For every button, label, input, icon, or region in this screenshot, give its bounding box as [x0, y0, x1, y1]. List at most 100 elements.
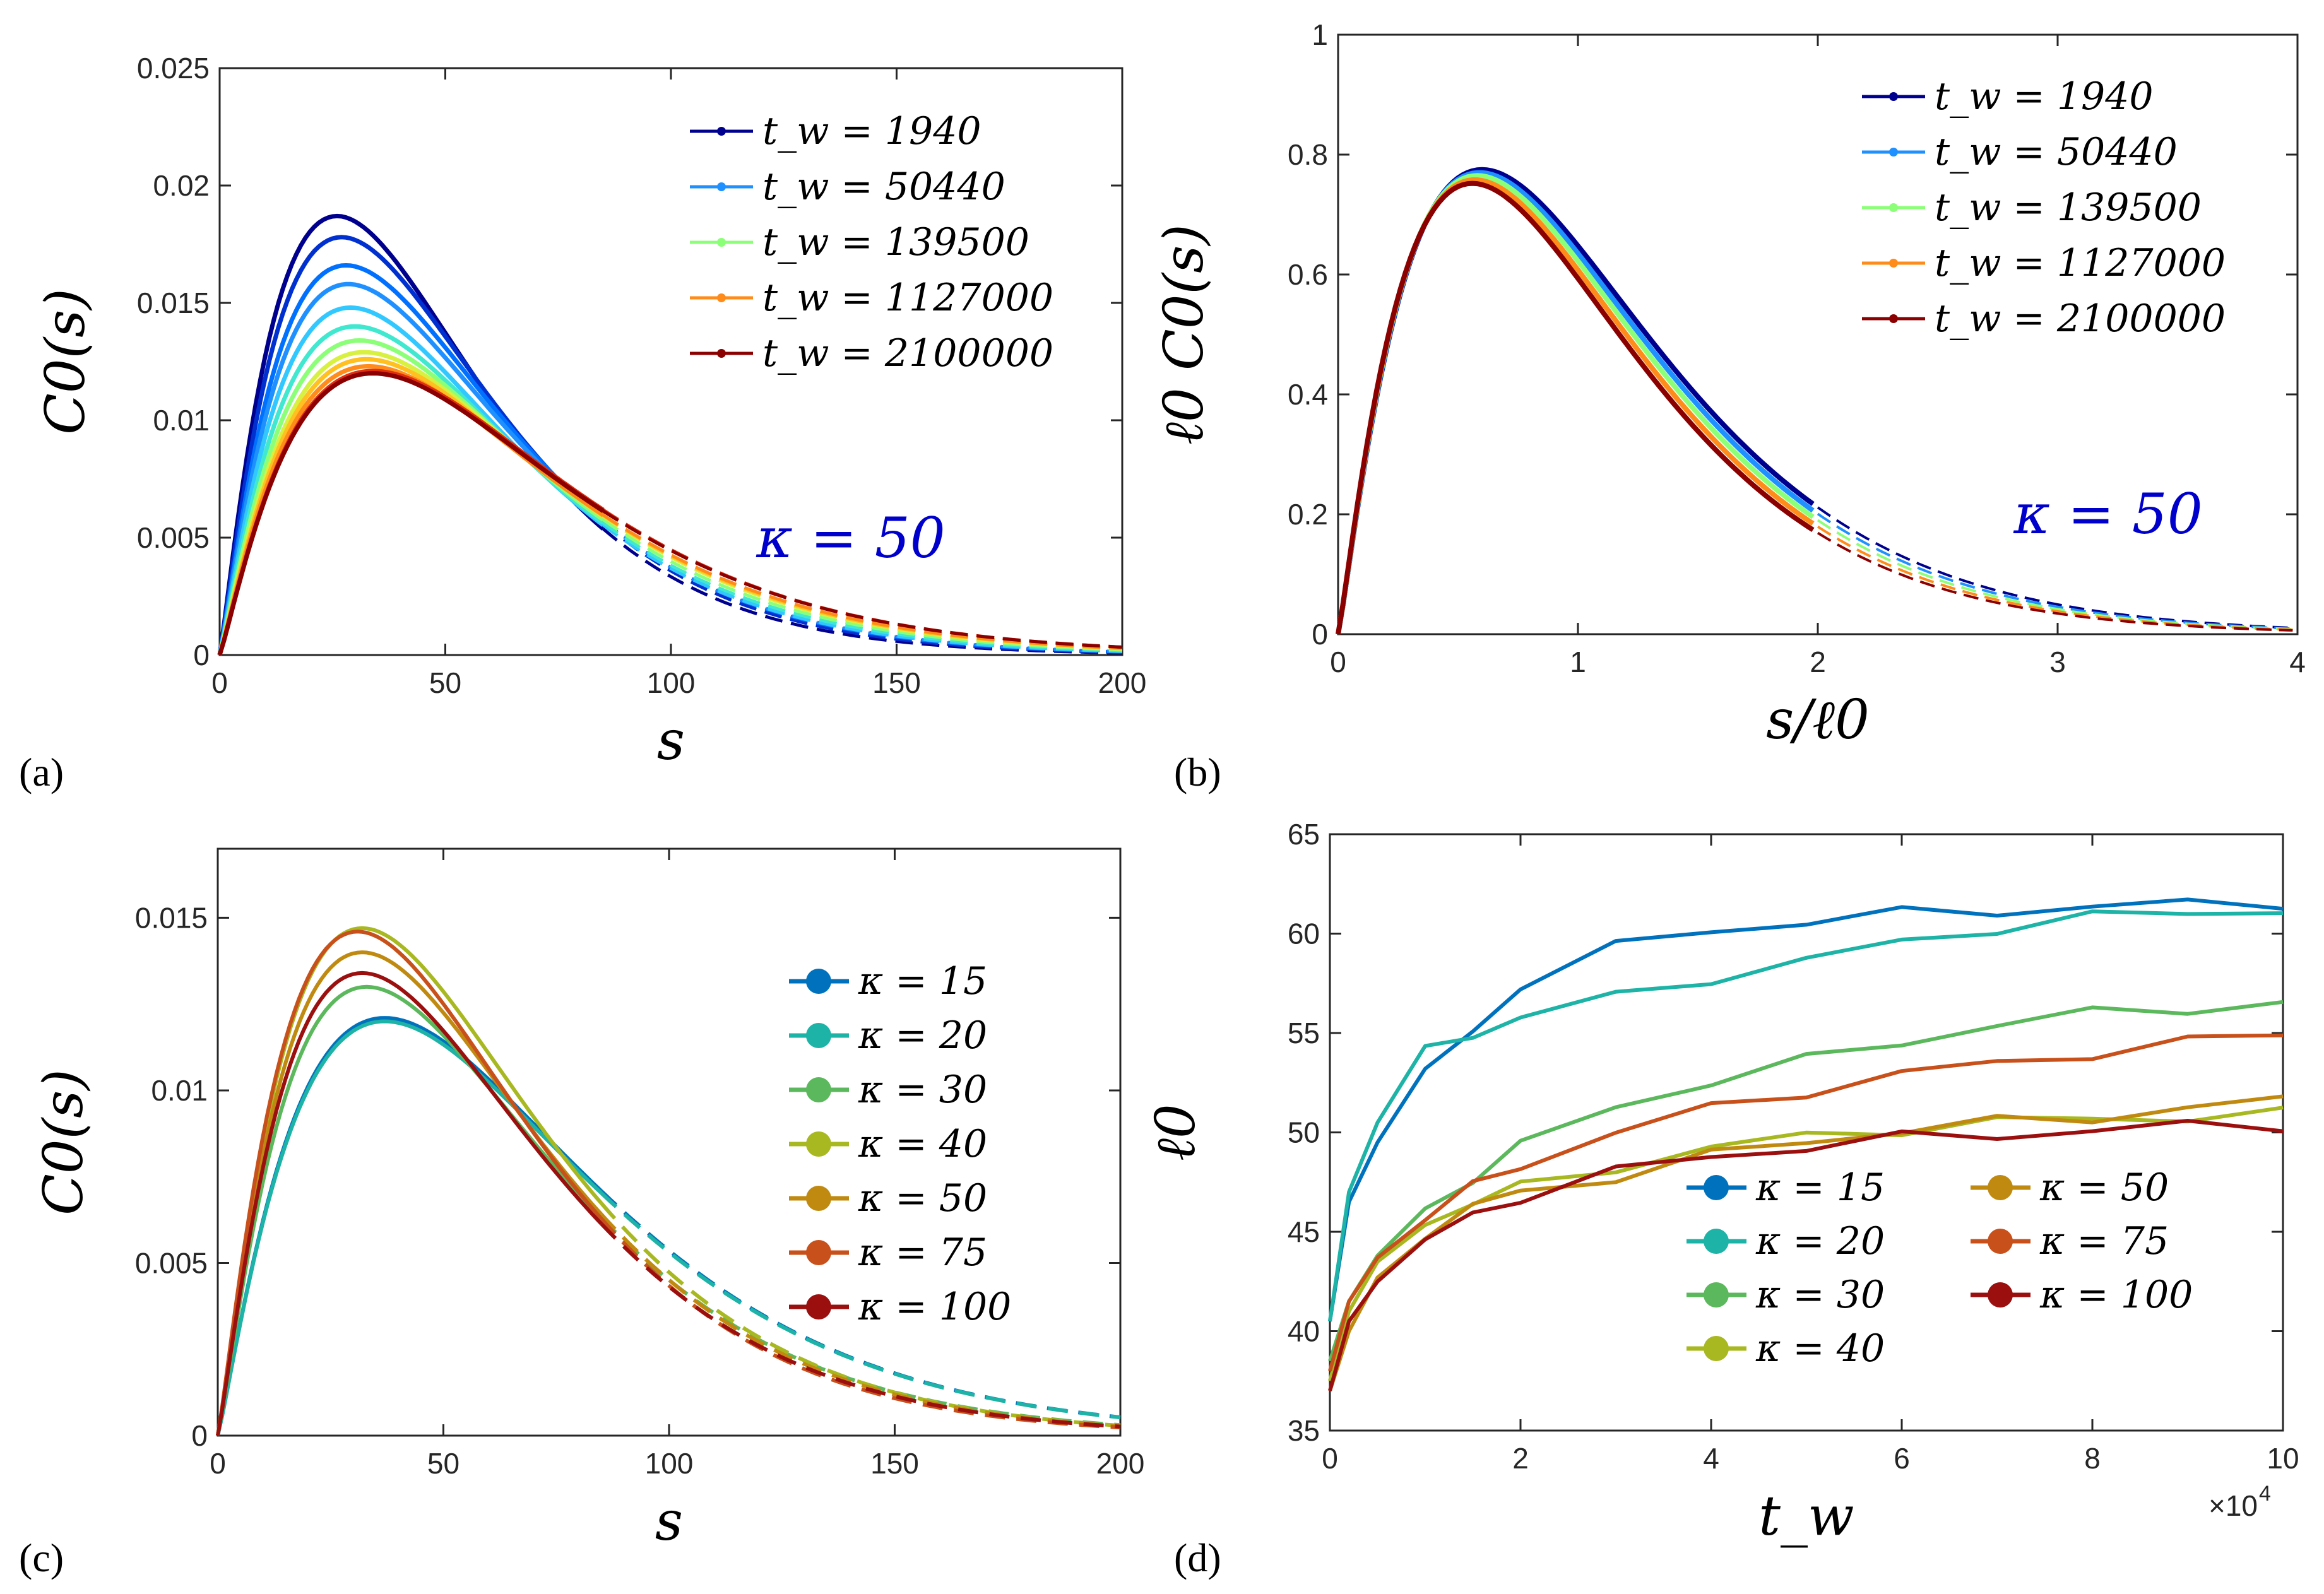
legend-marker: [806, 969, 831, 994]
legend-marker: [717, 238, 726, 247]
x-tick-label: 50: [427, 1447, 459, 1480]
y-tick-label: 45: [1288, 1215, 1320, 1248]
legend-label: κ = 100: [858, 1285, 1011, 1329]
legend-marker: [806, 1240, 831, 1265]
panel-label-d: (d): [1174, 1535, 1221, 1580]
x-axis-label: s: [655, 1490, 683, 1553]
y-tick-label: 65: [1288, 818, 1320, 851]
series-d-line: [1328, 1000, 2284, 1362]
x-tick-label: 6: [1894, 1442, 1910, 1475]
legend-marker: [1704, 1175, 1729, 1200]
legend-marker: [1889, 92, 1898, 101]
legend-marker: [1988, 1175, 2013, 1200]
y-tick-label: 0.2: [1288, 498, 1328, 531]
legend-label: κ = 15: [858, 959, 987, 1003]
y-tick-label: 0.015: [137, 286, 210, 319]
panel-a: 0 50 100 150 200 0 0.005 0.01 0.015 0.02 0.025 s C0(…: [34, 52, 1146, 772]
x-tick-label: 50: [429, 666, 461, 699]
legend-marker: [806, 1294, 831, 1319]
x-tick-label: 4: [1703, 1442, 1719, 1475]
x-tick-label: 200: [1098, 666, 1147, 699]
series-d-line: [1328, 897, 2284, 1322]
series-c-line: [216, 1019, 603, 1436]
y-tick-label: 55: [1288, 1017, 1320, 1049]
x-tick-label: 8: [2084, 1442, 2101, 1475]
x-multiplier-exp: 4: [2259, 1482, 2271, 1506]
legend-marker: [806, 1077, 831, 1102]
series-c-line: [216, 971, 603, 1436]
panel-label-a: (a): [19, 750, 64, 794]
x-tick-label: 4: [2289, 646, 2306, 678]
x-axis-label: s: [657, 709, 685, 772]
y-axis-label: C0(s): [34, 288, 97, 435]
x-tick-label: 2: [1512, 1442, 1529, 1475]
x-tick-label: 100: [647, 666, 696, 699]
x-tick-label: 0: [211, 666, 228, 699]
legend-label: κ = 40: [1755, 1326, 1885, 1371]
y-tick-label: 0.6: [1288, 258, 1328, 291]
y-tick-label: 0.005: [135, 1246, 208, 1279]
series-c-line: [216, 984, 603, 1436]
plot-area: [216, 847, 1122, 1437]
series-c-dashed: [600, 1201, 1121, 1428]
series-a-line: [217, 263, 605, 656]
x-tick-label: 2: [1810, 646, 1826, 678]
legend-label: κ = 75: [2039, 1219, 2169, 1263]
y-tick-label: 0.4: [1288, 378, 1328, 411]
x-tick-label: 200: [1096, 1447, 1145, 1480]
legend-label: κ = 50: [2039, 1166, 2169, 1210]
legend-label: t_w = 2100000: [762, 331, 1053, 375]
series-b-line: [1336, 180, 1815, 635]
x-tick-label: 150: [870, 1447, 919, 1480]
y-tick-label: 60: [1288, 918, 1320, 950]
x-tick-label: 1: [1570, 646, 1586, 678]
legend-marker: [1704, 1282, 1729, 1308]
y-tick-label: 0.005: [137, 521, 210, 554]
legend-marker: [1988, 1229, 2013, 1254]
legend-label: κ = 30: [1755, 1273, 1885, 1317]
series-d-line: [1328, 1094, 2284, 1391]
legend-marker: [717, 182, 726, 191]
series-c-dashed: [600, 1222, 1121, 1429]
panel-b: 0 1 2 3 4 0 0.2 0.4 0.6 0.8 1 s/ℓ0 ℓ0 C0(s) t_w = 194…: [1153, 18, 2306, 752]
legend-label: κ = 30: [858, 1068, 987, 1112]
series-c-line: [216, 930, 603, 1436]
y-tick-label: 0: [193, 639, 210, 671]
series-d-line: [1328, 1119, 2284, 1391]
series-a-dashed: [602, 509, 1123, 649]
y-axis-label: ℓ0: [1144, 1104, 1207, 1161]
legend-marker: [1889, 259, 1898, 268]
y-tick-label: 0.025: [137, 52, 210, 85]
legend-marker: [717, 349, 726, 358]
y-tick-label: 0: [191, 1419, 208, 1452]
legend-label: κ = 75: [858, 1231, 987, 1275]
legend-marker: [1889, 314, 1898, 323]
x-tick-label: 10: [2267, 1442, 2299, 1475]
legend-label: κ = 40: [858, 1122, 987, 1166]
series-a-dashed: [602, 514, 1123, 650]
y-tick-label: 0: [1312, 618, 1328, 651]
legend-marker: [717, 293, 726, 302]
legend-label: t_w = 50440: [1935, 130, 2178, 174]
legend-label: t_w = 1940: [1935, 74, 2154, 119]
legend-marker: [1704, 1229, 1729, 1254]
kappa-annotation: κ = 50: [756, 505, 945, 570]
legend-label: κ = 20: [858, 1013, 987, 1058]
legend-marker: [717, 127, 726, 136]
legend-marker: [806, 1023, 831, 1048]
y-tick-label: 40: [1288, 1315, 1320, 1348]
legend-label: t_w = 1127000: [1935, 241, 2226, 285]
legend-marker: [806, 1131, 831, 1157]
x-multiplier: ×10: [2208, 1489, 2258, 1522]
legend-marker: [1704, 1336, 1729, 1361]
x-tick-label: 0: [1322, 1442, 1338, 1475]
legend-label: t_w = 1940: [762, 109, 981, 153]
y-tick-label: 1: [1312, 18, 1328, 51]
series-c-dashed: [600, 1191, 1121, 1420]
x-tick-label: 0: [1330, 646, 1346, 678]
plot-area: [218, 67, 1123, 656]
series-d-line: [1328, 1033, 2284, 1372]
legend-marker: [1889, 148, 1898, 156]
